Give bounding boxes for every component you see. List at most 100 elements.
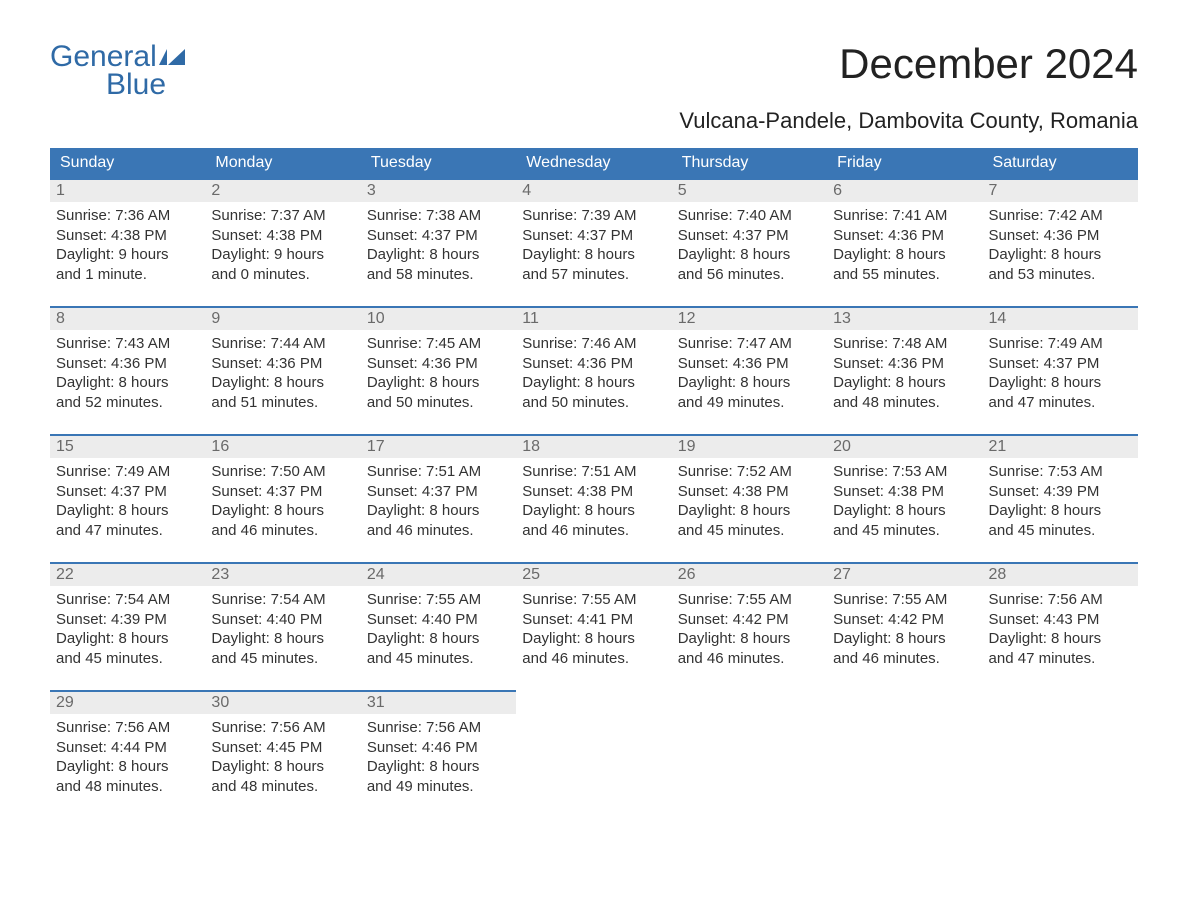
day-cell: 23Sunrise: 7:54 AMSunset: 4:40 PMDayligh… bbox=[205, 562, 360, 690]
daylight-line1: Daylight: 8 hours bbox=[211, 629, 354, 649]
daylight-line2: and 46 minutes. bbox=[522, 521, 665, 541]
daylight-line2: and 45 minutes. bbox=[989, 521, 1132, 541]
weekday-header: Saturday bbox=[983, 148, 1138, 178]
day-cell: 15Sunrise: 7:49 AMSunset: 4:37 PMDayligh… bbox=[50, 434, 205, 562]
day-details: Sunrise: 7:41 AMSunset: 4:36 PMDaylight:… bbox=[827, 202, 982, 292]
day-details: Sunrise: 7:47 AMSunset: 4:36 PMDaylight:… bbox=[672, 330, 827, 420]
weekday-header: Friday bbox=[827, 148, 982, 178]
daylight-line2: and 49 minutes. bbox=[678, 393, 821, 413]
sunrise-text: Sunrise: 7:36 AM bbox=[56, 206, 199, 226]
sunset-text: Sunset: 4:38 PM bbox=[211, 226, 354, 246]
day-number: 7 bbox=[983, 178, 1138, 202]
location-subtitle: Vulcana-Pandele, Dambovita County, Roman… bbox=[50, 108, 1138, 134]
daylight-line1: Daylight: 8 hours bbox=[56, 629, 199, 649]
day-cell: 24Sunrise: 7:55 AMSunset: 4:40 PMDayligh… bbox=[361, 562, 516, 690]
daylight-line2: and 50 minutes. bbox=[367, 393, 510, 413]
sunset-text: Sunset: 4:39 PM bbox=[56, 610, 199, 630]
day-cell: 19Sunrise: 7:52 AMSunset: 4:38 PMDayligh… bbox=[672, 434, 827, 562]
sunrise-text: Sunrise: 7:39 AM bbox=[522, 206, 665, 226]
day-details: Sunrise: 7:55 AMSunset: 4:40 PMDaylight:… bbox=[361, 586, 516, 676]
logo-word-blue: Blue bbox=[106, 68, 185, 102]
sunset-text: Sunset: 4:36 PM bbox=[678, 354, 821, 374]
day-details: Sunrise: 7:51 AMSunset: 4:37 PMDaylight:… bbox=[361, 458, 516, 548]
daylight-line2: and 46 minutes. bbox=[833, 649, 976, 669]
sunrise-text: Sunrise: 7:56 AM bbox=[989, 590, 1132, 610]
daylight-line2: and 45 minutes. bbox=[678, 521, 821, 541]
day-number: 20 bbox=[827, 434, 982, 458]
daylight-line1: Daylight: 8 hours bbox=[833, 245, 976, 265]
sunrise-text: Sunrise: 7:41 AM bbox=[833, 206, 976, 226]
sunrise-text: Sunrise: 7:55 AM bbox=[678, 590, 821, 610]
daylight-line2: and 45 minutes. bbox=[367, 649, 510, 669]
weekday-header: Thursday bbox=[672, 148, 827, 178]
daylight-line2: and 57 minutes. bbox=[522, 265, 665, 285]
sunrise-text: Sunrise: 7:54 AM bbox=[211, 590, 354, 610]
day-details: Sunrise: 7:40 AMSunset: 4:37 PMDaylight:… bbox=[672, 202, 827, 292]
day-number: 16 bbox=[205, 434, 360, 458]
daylight-line1: Daylight: 8 hours bbox=[56, 757, 199, 777]
daylight-line1: Daylight: 8 hours bbox=[211, 757, 354, 777]
day-details: Sunrise: 7:46 AMSunset: 4:36 PMDaylight:… bbox=[516, 330, 671, 420]
day-cell: 11Sunrise: 7:46 AMSunset: 4:36 PMDayligh… bbox=[516, 306, 671, 434]
daylight-line2: and 48 minutes. bbox=[833, 393, 976, 413]
day-number: 26 bbox=[672, 562, 827, 586]
day-details: Sunrise: 7:55 AMSunset: 4:41 PMDaylight:… bbox=[516, 586, 671, 676]
daylight-line1: Daylight: 8 hours bbox=[989, 629, 1132, 649]
sunset-text: Sunset: 4:45 PM bbox=[211, 738, 354, 758]
day-details: Sunrise: 7:48 AMSunset: 4:36 PMDaylight:… bbox=[827, 330, 982, 420]
daylight-line1: Daylight: 8 hours bbox=[833, 501, 976, 521]
calendar-body: 1Sunrise: 7:36 AMSunset: 4:38 PMDaylight… bbox=[50, 178, 1138, 818]
daylight-line1: Daylight: 8 hours bbox=[678, 373, 821, 393]
day-number: 28 bbox=[983, 562, 1138, 586]
sunrise-text: Sunrise: 7:55 AM bbox=[522, 590, 665, 610]
day-cell: 4Sunrise: 7:39 AMSunset: 4:37 PMDaylight… bbox=[516, 178, 671, 306]
day-details: Sunrise: 7:52 AMSunset: 4:38 PMDaylight:… bbox=[672, 458, 827, 548]
day-details: Sunrise: 7:55 AMSunset: 4:42 PMDaylight:… bbox=[672, 586, 827, 676]
sunset-text: Sunset: 4:36 PM bbox=[989, 226, 1132, 246]
day-number: 24 bbox=[361, 562, 516, 586]
sunset-text: Sunset: 4:40 PM bbox=[367, 610, 510, 630]
weekday-header: Monday bbox=[205, 148, 360, 178]
sunset-text: Sunset: 4:36 PM bbox=[833, 226, 976, 246]
daylight-line1: Daylight: 8 hours bbox=[989, 373, 1132, 393]
day-details: Sunrise: 7:51 AMSunset: 4:38 PMDaylight:… bbox=[516, 458, 671, 548]
day-cell: 1Sunrise: 7:36 AMSunset: 4:38 PMDaylight… bbox=[50, 178, 205, 306]
day-number: 13 bbox=[827, 306, 982, 330]
daylight-line1: Daylight: 8 hours bbox=[522, 373, 665, 393]
weekday-header: Wednesday bbox=[516, 148, 671, 178]
day-cell: 12Sunrise: 7:47 AMSunset: 4:36 PMDayligh… bbox=[672, 306, 827, 434]
day-details: Sunrise: 7:56 AMSunset: 4:46 PMDaylight:… bbox=[361, 714, 516, 804]
daylight-line1: Daylight: 8 hours bbox=[367, 757, 510, 777]
sunset-text: Sunset: 4:38 PM bbox=[833, 482, 976, 502]
sunset-text: Sunset: 4:46 PM bbox=[367, 738, 510, 758]
daylight-line1: Daylight: 8 hours bbox=[989, 245, 1132, 265]
daylight-line2: and 46 minutes. bbox=[522, 649, 665, 669]
daylight-line2: and 47 minutes. bbox=[989, 393, 1132, 413]
day-cell: 3Sunrise: 7:38 AMSunset: 4:37 PMDaylight… bbox=[361, 178, 516, 306]
daylight-line1: Daylight: 8 hours bbox=[211, 373, 354, 393]
daylight-line1: Daylight: 8 hours bbox=[678, 245, 821, 265]
day-details: Sunrise: 7:44 AMSunset: 4:36 PMDaylight:… bbox=[205, 330, 360, 420]
day-cell: 16Sunrise: 7:50 AMSunset: 4:37 PMDayligh… bbox=[205, 434, 360, 562]
day-cell: 22Sunrise: 7:54 AMSunset: 4:39 PMDayligh… bbox=[50, 562, 205, 690]
daylight-line1: Daylight: 8 hours bbox=[367, 501, 510, 521]
day-number: 17 bbox=[361, 434, 516, 458]
calendar-row: 22Sunrise: 7:54 AMSunset: 4:39 PMDayligh… bbox=[50, 562, 1138, 690]
day-number: 21 bbox=[983, 434, 1138, 458]
sunrise-text: Sunrise: 7:43 AM bbox=[56, 334, 199, 354]
day-details: Sunrise: 7:49 AMSunset: 4:37 PMDaylight:… bbox=[50, 458, 205, 548]
sunset-text: Sunset: 4:36 PM bbox=[522, 354, 665, 374]
sunrise-text: Sunrise: 7:44 AM bbox=[211, 334, 354, 354]
daylight-line1: Daylight: 8 hours bbox=[522, 501, 665, 521]
header: General Blue December 2024 bbox=[50, 40, 1138, 102]
sunset-text: Sunset: 4:37 PM bbox=[989, 354, 1132, 374]
daylight-line1: Daylight: 9 hours bbox=[211, 245, 354, 265]
day-number: 6 bbox=[827, 178, 982, 202]
day-number: 9 bbox=[205, 306, 360, 330]
day-details: Sunrise: 7:56 AMSunset: 4:44 PMDaylight:… bbox=[50, 714, 205, 804]
day-number: 12 bbox=[672, 306, 827, 330]
daylight-line2: and 51 minutes. bbox=[211, 393, 354, 413]
page-title: December 2024 bbox=[839, 40, 1138, 88]
daylight-line2: and 58 minutes. bbox=[367, 265, 510, 285]
empty-day-cell bbox=[516, 690, 671, 818]
